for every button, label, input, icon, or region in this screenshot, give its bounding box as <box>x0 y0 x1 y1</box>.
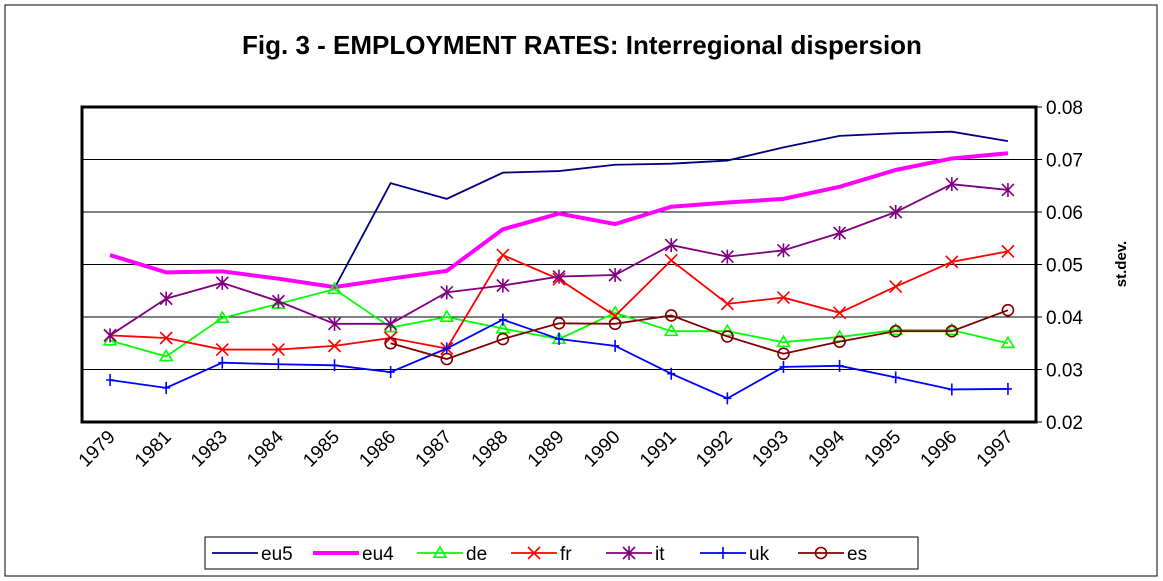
y-tick-label: 0.02 <box>1046 413 1083 434</box>
marker <box>664 253 678 267</box>
legend-label: de <box>466 544 487 565</box>
marker <box>664 238 678 253</box>
marker <box>159 291 173 306</box>
marker <box>833 226 847 240</box>
marker <box>608 317 622 331</box>
marker <box>384 336 397 350</box>
marker <box>103 328 117 343</box>
marker <box>327 339 342 353</box>
marker <box>106 374 115 386</box>
marker <box>611 339 620 352</box>
marker <box>330 359 339 372</box>
legend-marker <box>527 546 541 560</box>
y-tick-label: 0.08 <box>1046 98 1083 119</box>
marker <box>440 352 454 366</box>
marker <box>776 243 791 258</box>
marker <box>496 332 510 346</box>
marker <box>498 313 507 326</box>
marker <box>776 334 791 348</box>
y-axis-label: st.dev. <box>1113 241 1130 287</box>
marker <box>1001 244 1015 258</box>
marker <box>442 342 451 355</box>
marker <box>274 358 283 371</box>
y-tick-label: 0.06 <box>1046 203 1083 224</box>
marker <box>218 356 227 369</box>
marker <box>664 309 678 322</box>
marker <box>947 383 956 396</box>
marker <box>945 324 959 338</box>
marker <box>384 316 398 331</box>
marker <box>1001 182 1015 197</box>
legend-marker <box>814 546 828 560</box>
y-tick-label: 0.03 <box>1046 361 1083 382</box>
legend-label: it <box>655 544 665 565</box>
marker <box>945 255 959 269</box>
marker <box>440 285 454 300</box>
marker <box>327 281 342 295</box>
marker <box>719 323 735 337</box>
y-tick-label: 0.07 <box>1046 151 1083 172</box>
marker <box>888 322 904 336</box>
marker <box>1003 382 1012 395</box>
marker <box>945 177 959 192</box>
chart-title: Fig. 3 - EMPLOYMENT RATES: Interregional… <box>242 30 922 60</box>
marker <box>833 335 846 348</box>
series-line <box>390 309 1009 360</box>
marker <box>271 294 285 309</box>
legend-label: uk <box>749 544 770 565</box>
marker <box>779 360 788 373</box>
chart-frame <box>4 4 1158 577</box>
legend-label: es <box>847 544 867 565</box>
marker <box>889 205 903 219</box>
marker <box>552 316 566 330</box>
marker <box>835 359 844 372</box>
legend-marker <box>622 546 636 560</box>
plot-border <box>80 105 1038 424</box>
legend-marker <box>432 545 448 558</box>
series-line <box>333 130 1009 289</box>
marker <box>439 309 455 322</box>
marker <box>162 381 171 394</box>
legend-label: eu5 <box>261 544 293 565</box>
marker <box>555 333 563 346</box>
marker <box>833 306 847 320</box>
legend-label: fr <box>560 544 572 565</box>
marker <box>889 279 903 294</box>
y-tick-label: 0.04 <box>1046 308 1083 329</box>
marker <box>215 342 229 357</box>
marker <box>891 371 900 384</box>
marker <box>663 323 679 337</box>
marker <box>496 278 510 293</box>
marker <box>102 333 118 346</box>
marker <box>214 310 230 324</box>
y-tick-label: 0.05 <box>1046 256 1083 277</box>
legend-marker <box>719 547 727 559</box>
marker <box>723 392 732 405</box>
marker <box>667 367 676 380</box>
marker <box>327 316 342 331</box>
marker <box>776 291 791 305</box>
marker <box>159 331 173 345</box>
marker <box>721 330 734 343</box>
marker <box>1001 303 1015 317</box>
marker <box>495 320 511 334</box>
marker <box>271 342 285 357</box>
marker <box>158 348 174 362</box>
marker <box>608 268 622 282</box>
marker <box>215 275 229 290</box>
marker <box>720 249 734 264</box>
marker <box>720 297 734 311</box>
marker <box>889 324 903 338</box>
marker <box>552 269 566 284</box>
marker <box>496 248 510 262</box>
legend-label: eu4 <box>362 544 394 565</box>
series-line <box>109 151 1009 290</box>
marker <box>1000 335 1016 349</box>
marker <box>777 347 790 361</box>
marker <box>386 366 395 379</box>
